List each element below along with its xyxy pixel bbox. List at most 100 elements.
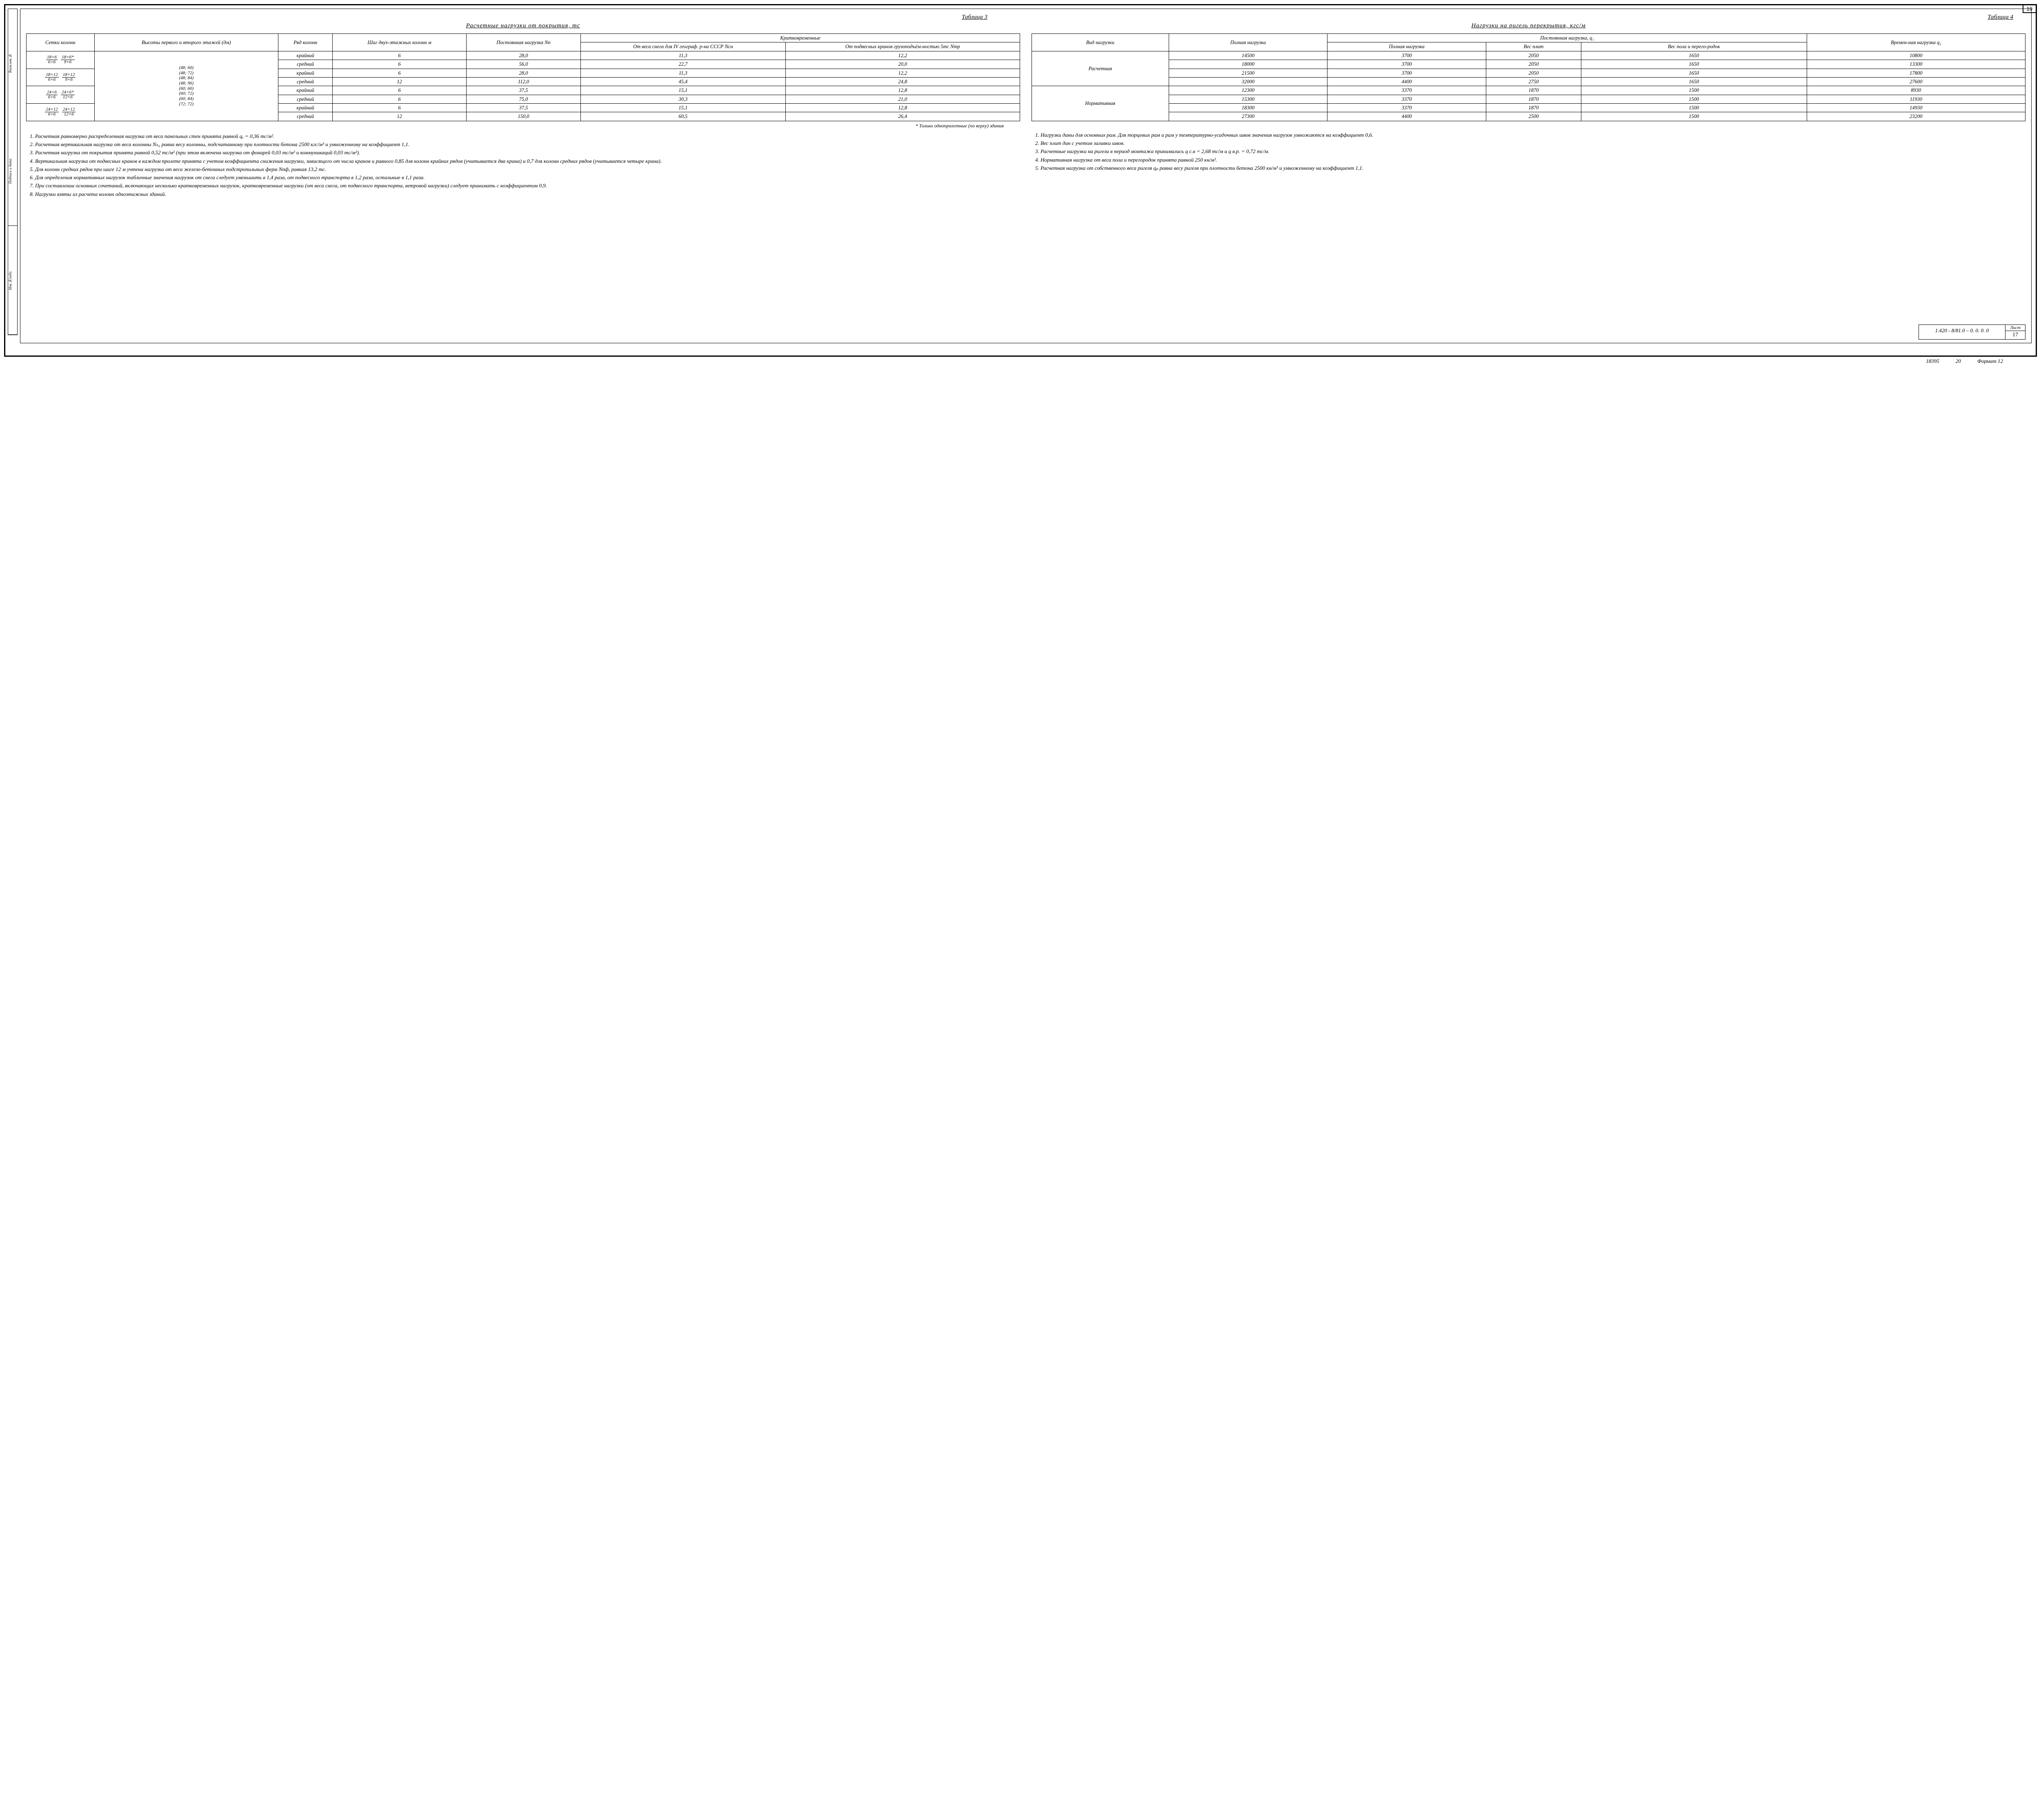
cell: 150,0 [466,112,580,121]
group-label: Расчетная [1032,51,1169,86]
cell: крайний [278,104,333,112]
sheet-label: Лист [2005,325,2025,331]
cell: 1650 [1581,60,1807,69]
table-row: Нормативная123003370187015008930 [1032,86,2025,95]
cell: 23200 [1807,112,2025,121]
cell: 27600 [1807,77,2025,86]
cell: 12 [333,112,467,121]
cell: 32000 [1169,77,1327,86]
t4-h-c3c: Вес пола и перего-родок [1581,42,1807,51]
cell: 27300 [1169,112,1327,121]
cell: 6 [333,95,467,103]
t4-h-full: Полная нагрузка [1169,34,1327,51]
cell: 14500 [1169,51,1327,60]
footer-meta: 18395 20 Формат 12 [1926,358,2003,364]
t4-h-const: Постоянная нагрузка, q₁ [1327,34,1807,42]
t3-h-short: Кратковременные [581,34,1020,42]
cell: 10800 [1807,51,2025,60]
cell: 21,0 [785,95,1020,103]
note-item: При составлении основных сочетаний, вклю… [35,182,1020,189]
note-item: Расчетная нагрузка от собственного веса … [1041,165,2025,171]
cell: 3370 [1327,95,1486,103]
cell: 18000 [1169,60,1327,69]
table3: Сетки колонн Высоты первого и второго эт… [26,33,1020,121]
cell: 2050 [1486,51,1581,60]
cell: средний [278,77,333,86]
cell: 15300 [1169,95,1327,103]
table-row: 3200044002750165027600 [1032,77,2025,86]
note-item: Нагрузки взяты из расчета колонн одноэта… [35,191,1020,198]
cell: 56,0 [466,60,580,69]
cell: крайний [278,69,333,77]
t4-h-kind: Вид нагрузки [1032,34,1169,51]
footer-left: 18395 [1926,358,1939,364]
cell: 12,2 [785,51,1020,60]
table3-footnote: * Только однопролетные (по верху) здания [26,123,1004,129]
cell: 3700 [1327,69,1486,77]
footer-mid: 20 [1956,358,1961,364]
cell: 2500 [1486,112,1581,121]
table4-label: Таблица 4 [1032,14,2013,21]
cell: 60,5 [581,112,786,121]
cell: средний [278,112,333,121]
cell: 2050 [1486,69,1581,77]
grid-cell: 18×126×6 18×129×6 [27,69,95,86]
table3-notes: Расчетная равномерно распределенная нагр… [26,133,1020,198]
cell: 4400 [1327,112,1486,121]
inner-frame: Таблица 3 Расчетные нагрузки от покрытия… [20,9,2032,343]
cell: 2750 [1486,77,1581,86]
table-row: 18×66×6 18×6*9×6(48; 60) (48; 72) (48; 8… [27,51,1020,60]
cell: 11,3 [581,51,786,60]
cell: 15,1 [581,86,786,95]
grid-cell: 24×126×6 24×1212×6 [27,104,95,121]
cell: 12300 [1169,86,1327,95]
cell: 12,8 [785,104,1020,112]
cell: крайний [278,51,333,60]
cell: 8930 [1807,86,2025,95]
table3-block: Таблица 3 Расчетные нагрузки от покрытия… [26,13,1020,199]
table4-block: Таблица 4 Нагрузки на ригель перекрытия,… [1032,13,2025,199]
cell: 37,5 [466,104,580,112]
note-item: Вес плит дан с учетом заливки швов. [1041,140,2025,147]
cell: крайний [278,86,333,95]
cell: 3370 [1327,86,1486,95]
t3-h-snow: От веса снега для IV географ. р-на СССР … [581,42,786,51]
cell: 1870 [1486,95,1581,103]
cell: 1650 [1581,77,1807,86]
cell: 75,0 [466,95,580,103]
table4: Вид нагрузки Полная нагрузка Постоянная … [1032,33,2025,121]
drawing-sheet: 19 Взам.инв.№ Подпись и дата Инв.№подл. … [4,4,2037,357]
cell: 6 [333,86,467,95]
note-item: Расчетная равномерно распределенная нагр… [35,133,1020,140]
table-row: 1830033701870150014930 [1032,104,2025,112]
note-item: Расчетная вертикальная нагрузка от веса … [35,141,1020,148]
cell: 6 [333,60,467,69]
side-cell: Взам.инв.№ [8,9,17,117]
grid-cell: 18×66×6 18×6*9×6 [27,51,95,69]
t3-h-crane: От подвесных кранов грузоподъём-ностью 5… [785,42,1020,51]
table3-label: Таблица 3 [26,14,987,21]
group-label: Нормативная [1032,86,1169,121]
cell: 37,5 [466,86,580,95]
cell: 14930 [1807,104,2025,112]
t3-h-shag: Шаг двух-этажных колонн м [333,34,467,51]
table-row: 1800037002050165013300 [1032,60,2025,69]
side-cell: Инв.№подл. [8,226,17,335]
side-cell: Подпись и дата [8,117,17,226]
note-item: Нормативная нагрузка от веса пола и пере… [1041,157,2025,163]
cell: 11,3 [581,69,786,77]
cell: 30,3 [581,95,786,103]
cell: 12 [333,77,467,86]
table-row: 2730044002500150023200 [1032,112,2025,121]
cell: 1500 [1581,95,1807,103]
cell: 28,0 [466,69,580,77]
cell: 22,7 [581,60,786,69]
t4-h-temp: Времен-ная нагрузка q₂ [1807,34,2025,51]
grid-cell: 24×66×6 24×6*12×6 [27,86,95,104]
cell: 1870 [1486,104,1581,112]
cell: 17800 [1807,69,2025,77]
cell: 11930 [1807,95,2025,103]
note-item: Для колонн средних рядов при шаге 12 м у… [35,166,1020,173]
cell: 24,8 [785,77,1020,86]
cell: 6 [333,69,467,77]
